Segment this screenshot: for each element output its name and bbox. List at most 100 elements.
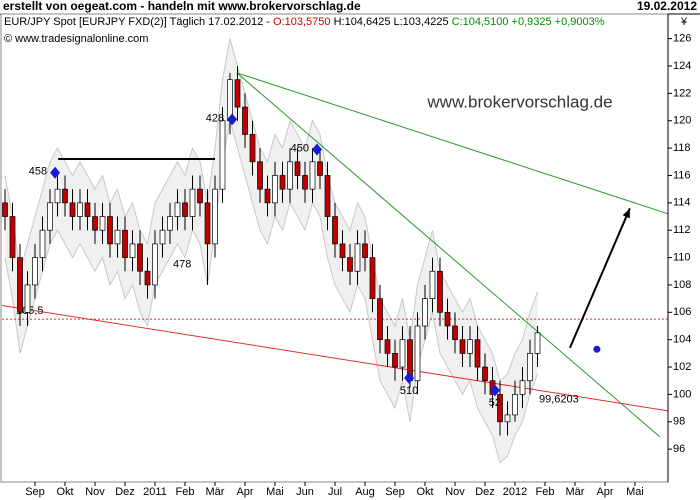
x-tick-label: Feb	[536, 486, 555, 498]
diamond-marker	[404, 372, 415, 384]
candle-body	[474, 339, 481, 368]
candle-body	[309, 161, 316, 190]
x-tick-label: Mai	[626, 486, 644, 498]
level-tag: 99,6203	[539, 394, 579, 406]
candle-body	[159, 229, 166, 245]
candle-body	[9, 216, 16, 258]
y-tick-label: 104	[673, 334, 691, 346]
candle-body	[272, 175, 278, 204]
candle-body	[377, 298, 383, 341]
candle-body	[279, 175, 286, 190]
diamond-marker	[489, 384, 500, 397]
candle-body	[189, 188, 196, 217]
currency: ¥	[680, 16, 688, 28]
y-tick-label: 124	[673, 60, 691, 72]
x-tick-label: Okt	[416, 486, 433, 498]
candle-body	[204, 202, 211, 245]
candle-body	[339, 243, 346, 258]
candle-body	[294, 161, 301, 176]
candle-body	[39, 229, 46, 258]
candle-body	[534, 332, 541, 354]
x-tick-label: Feb	[176, 486, 195, 498]
candle-body	[249, 134, 256, 163]
candle-body	[114, 229, 121, 245]
note-label: 478	[173, 258, 191, 270]
y-tick-label: 106	[673, 306, 691, 318]
band-line	[4, 38, 538, 382]
candle-body	[2, 202, 8, 217]
marker-label: 428	[206, 112, 224, 124]
x-tick-label: Apr	[236, 486, 253, 498]
x-tick-label: Dez	[475, 486, 495, 498]
candle-body	[512, 394, 518, 416]
x-tick-label: Aug	[355, 486, 375, 498]
x-tick-label: Nov	[85, 486, 105, 498]
y-tick-label: 96	[673, 443, 685, 455]
candle-body	[129, 243, 136, 258]
candle-body	[182, 202, 188, 217]
candle-body	[174, 202, 181, 217]
y-tick-label: 120	[673, 115, 691, 127]
y-tick-label: 126	[673, 33, 691, 45]
watermark: www.brokervorschlag.de	[426, 92, 612, 111]
candle-body	[392, 353, 398, 368]
info-part: H:104,6425 L:103,4225	[331, 16, 452, 28]
x-tick-label: Mär	[206, 486, 225, 498]
candle-body	[62, 188, 68, 204]
candle-body	[137, 243, 143, 272]
info-part: O:103,5750	[273, 16, 331, 28]
candle-body	[437, 270, 443, 313]
candle-body	[92, 216, 98, 231]
trend-line	[1, 304, 669, 412]
candle-body	[467, 339, 473, 354]
y-tick-label: 102	[673, 361, 691, 373]
candle-body	[122, 229, 128, 258]
x-tick-label: Mär	[566, 486, 585, 498]
candle-body	[152, 243, 158, 286]
y-tick-label: 110	[673, 251, 691, 263]
x-tick-label: Sep	[25, 486, 45, 498]
candle-body	[84, 202, 91, 217]
candle-body	[332, 216, 338, 245]
header-left: erstellt von oegeat.com - handeln mit ww…	[3, 0, 361, 13]
info-line: EUR/JPY Spot [EURJPY FXD(2)] Täglich 17.…	[4, 16, 605, 28]
diamond-marker	[312, 143, 322, 156]
y-tick-label: 114	[673, 197, 691, 209]
diamond-marker	[50, 166, 61, 179]
y-tick-label: 98	[673, 416, 685, 428]
x-tick-label: Nov	[445, 486, 465, 498]
x-tick-label: Apr	[596, 486, 613, 498]
diamond-marker	[227, 113, 238, 126]
arrow-line	[568, 207, 631, 349]
marker-label: 458	[29, 166, 47, 178]
arrow-head	[622, 208, 630, 219]
candle-body	[452, 325, 458, 341]
candle-body	[369, 257, 376, 299]
candle-body	[212, 188, 218, 245]
trend-line	[236, 72, 661, 438]
source: © www.tradesignalonline.com	[4, 33, 148, 45]
candle-body	[32, 257, 38, 286]
candle-body	[77, 202, 83, 217]
y-tick-label: 108	[673, 279, 691, 291]
candle-body	[422, 298, 428, 327]
x-tick-label: 2012	[503, 486, 527, 498]
y-tick-label: 122	[673, 87, 691, 99]
candle-body	[384, 339, 391, 354]
x-tick-label: Sep	[385, 486, 405, 498]
info-part: EUR/JPY Spot [EURJPY FXD(2)] Täglich 17.…	[4, 16, 273, 28]
candle-body	[504, 414, 511, 423]
candle-body	[362, 243, 368, 258]
x-tick-label: Okt	[56, 486, 73, 498]
candle-body	[234, 79, 241, 108]
candle-body	[24, 284, 31, 313]
header-right: 19.02.2012	[637, 0, 697, 13]
candle-body	[482, 366, 488, 382]
point	[593, 345, 601, 353]
candle-body	[287, 161, 293, 190]
candle-body	[99, 216, 106, 231]
candle-body	[444, 311, 451, 327]
